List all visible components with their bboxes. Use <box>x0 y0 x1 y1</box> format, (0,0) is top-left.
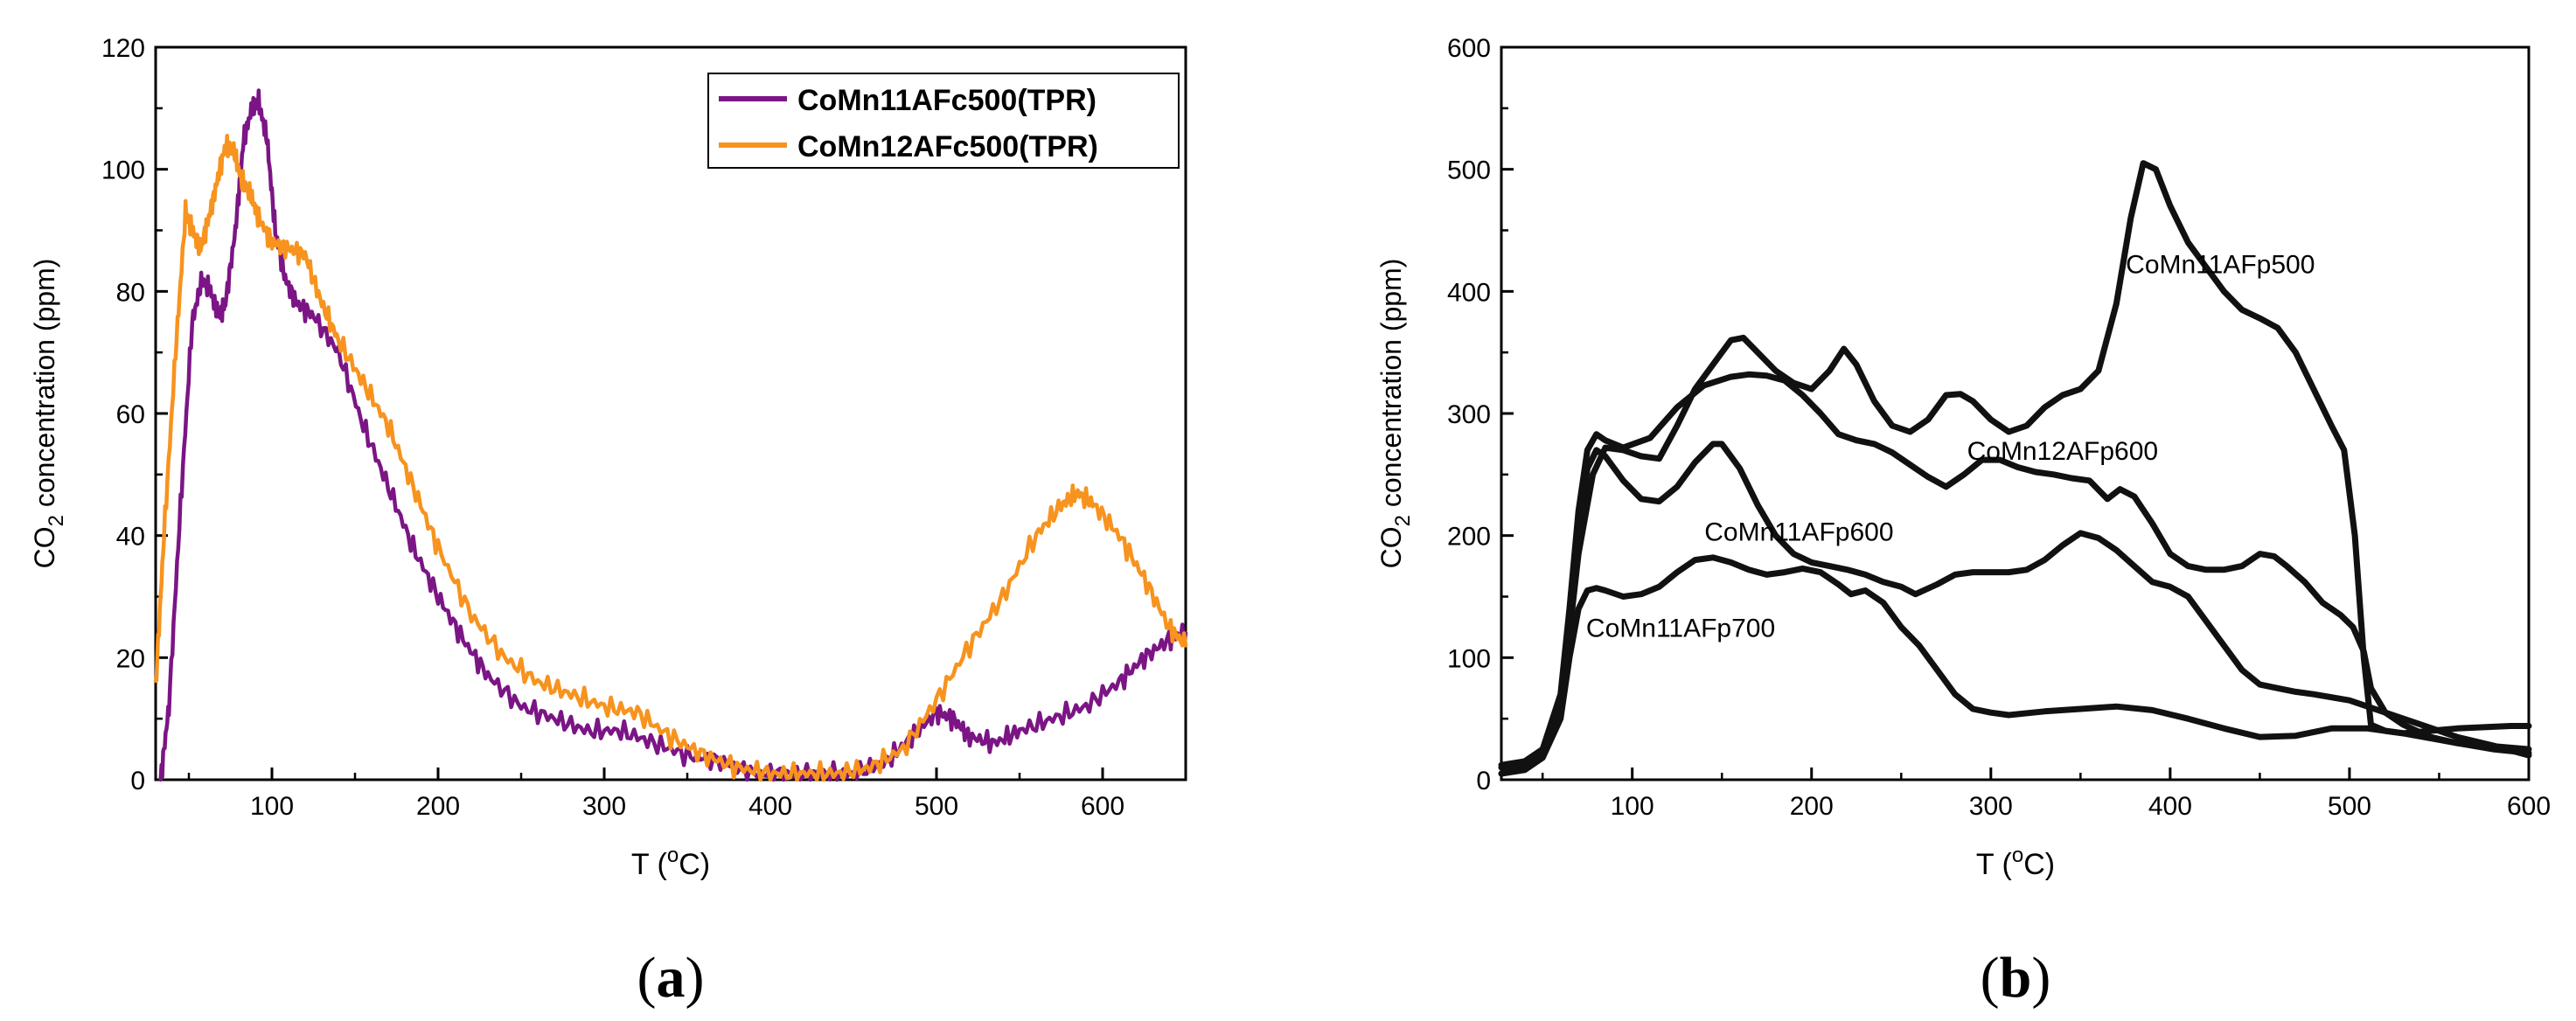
x-tick-label: 100 <box>1611 792 1654 821</box>
y-tick-label: 100 <box>101 156 145 185</box>
panel-b-plot-frame <box>1500 45 2531 781</box>
y-tick-label: 20 <box>116 644 145 673</box>
y-tick-label: 60 <box>116 400 145 429</box>
panel-a: 100 200 300 400 500 600 0 20 40 60 80 100 120 CoMn11… <box>29 34 1188 1010</box>
y-tick-label: 600 <box>1447 34 1491 63</box>
legend-label-comn11afc500: CoMn11AFc500(TPR) <box>797 84 1097 117</box>
panel-a-legend: CoMn11AFc500(TPR) CoMn12AFc500(TPR) <box>707 73 1180 169</box>
y-tick-label: 200 <box>1447 523 1491 552</box>
series-line-comn11afp600 <box>1498 441 2532 777</box>
y-tick-label: 0 <box>1476 767 1491 795</box>
x-tick-label: 400 <box>748 792 792 821</box>
y-tick-label: 0 <box>130 767 145 795</box>
panel-b-series <box>1498 160 2532 777</box>
annotation-comn11afp700: CoMn11AFp700 <box>1586 615 1775 643</box>
x-tick-label: 600 <box>1081 792 1124 821</box>
x-tick-label: 100 <box>250 792 294 821</box>
panel-a-series <box>153 88 1188 782</box>
y-tick-label: 100 <box>1447 644 1491 673</box>
x-tick-label: 400 <box>2148 792 2192 821</box>
series-line-comn11afc500-tpr <box>158 88 1188 782</box>
y-tick-label: 40 <box>116 523 145 552</box>
panel-a-ticks: 100 200 300 400 500 600 0 20 40 60 80 100 120 <box>101 34 1124 821</box>
x-tick-label: 200 <box>1790 792 1834 821</box>
series-line-comn11afp500 <box>1498 160 2532 768</box>
x-tick-label: 500 <box>2328 792 2371 821</box>
panel-a-caption: (a) <box>637 946 705 1010</box>
y-tick-label: 500 <box>1447 156 1491 185</box>
y-tick-label: 400 <box>1447 278 1491 307</box>
y-tick-label: 300 <box>1447 400 1491 429</box>
panel-a-x-axis-title: T (oC) <box>631 844 710 881</box>
legend-label-comn12afc500: CoMn12AFc500(TPR) <box>797 130 1098 163</box>
x-tick-label: 200 <box>416 792 460 821</box>
series-line-comn11afp700 <box>1498 554 2532 777</box>
series-line-comn12afp600 <box>1498 371 2532 771</box>
x-tick-label: 500 <box>915 792 958 821</box>
panel-b-y-axis-title: CO2 concentration (ppm) <box>1375 259 1415 569</box>
panel-a-legend-box <box>707 73 1180 169</box>
annotation-comn12afp600: CoMn12AFp600 <box>1967 437 2158 466</box>
y-tick-label: 120 <box>101 34 145 63</box>
panel-b-caption: (b) <box>1981 946 2051 1010</box>
annotation-comn11afp600: CoMn11AFp600 <box>1704 517 1893 546</box>
panel-b-ticks: 100 200 300 400 500 600 0 100 200 300 400 500 600 <box>1447 34 2551 821</box>
y-tick-label: 80 <box>116 278 145 307</box>
annotation-comn11afp500: CoMn11AFp500 <box>2126 250 2315 279</box>
series-line-comn12afc500-tpr <box>153 134 1188 782</box>
x-tick-label: 300 <box>1969 792 2013 821</box>
x-tick-label: 600 <box>2507 792 2551 821</box>
panel-b-annotations: CoMn11AFp500 CoMn12AFp600 CoMn11AFp600 CoMn… <box>1586 250 2315 642</box>
panel-b-x-axis-title: T (oC) <box>1976 844 2055 881</box>
panel-a-y-axis-title: CO2 concentration (ppm) <box>29 259 68 569</box>
panel-b: 100 200 300 400 500 600 0 100 200 300 400 500 600 Co… <box>1375 34 2551 1010</box>
x-tick-label: 300 <box>582 792 626 821</box>
